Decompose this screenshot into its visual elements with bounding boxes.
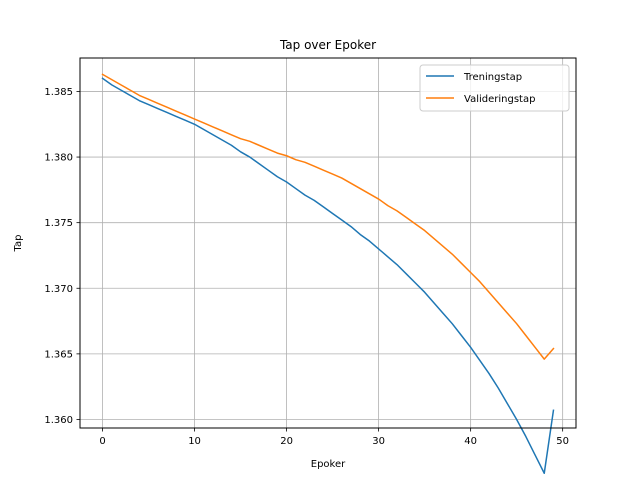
legend: Treningstap Valideringstap — [419, 64, 570, 112]
chart-title: Tap over Epoker — [279, 38, 376, 52]
y-tick-label: 1.360 — [44, 415, 73, 426]
x-tick-label: 0 — [99, 436, 105, 447]
x-tick-label: 10 — [188, 436, 201, 447]
legend-label-treningstap: Treningstap — [463, 72, 522, 83]
y-tick-label: 1.385 — [44, 87, 73, 98]
legend-box — [419, 64, 570, 112]
y-tick-label: 1.365 — [44, 349, 73, 360]
y-axis-label: Tap — [13, 235, 24, 253]
legend-label-valideringstap: Valideringstap — [464, 94, 535, 105]
y-tick-label: 1.380 — [44, 153, 73, 164]
series-lines — [101, 73, 555, 475]
x-axis-label: Epoker — [311, 459, 346, 470]
x-tick-label: 50 — [556, 436, 569, 447]
x-tick-label: 20 — [280, 436, 293, 447]
axis-ticks: 0 10 20 30 40 50 1.360 1.365 1.370 1.375 1.380 1.38… — [44, 87, 569, 447]
x-tick-label: 30 — [372, 436, 385, 447]
y-tick-label: 1.370 — [44, 284, 73, 295]
y-tick-label: 1.375 — [44, 218, 73, 229]
series-line-valideringstap — [101, 73, 555, 360]
x-tick-label: 40 — [464, 436, 477, 447]
series-line-treningstap — [101, 77, 555, 475]
grid-lines — [80, 58, 576, 428]
plot-frame — [79, 57, 577, 429]
